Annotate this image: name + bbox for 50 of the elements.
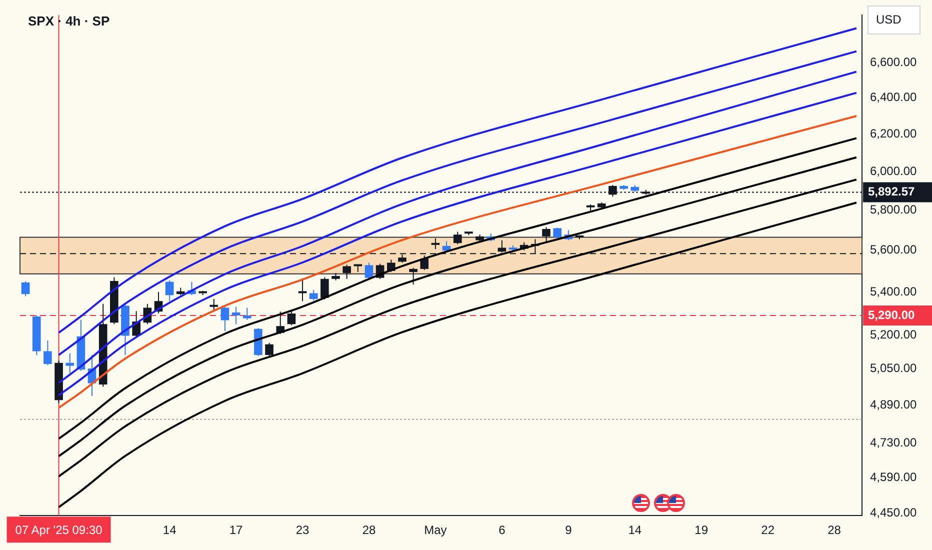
y-tick-label: 5,400.00 — [870, 284, 918, 298]
candlestick — [44, 340, 52, 366]
y-tick-label: 5,200.00 — [870, 327, 918, 342]
x-tick-label: May — [424, 523, 447, 538]
candlestick — [364, 262, 374, 280]
y-tick-label: 6,000.00 — [870, 164, 918, 178]
candlestick — [165, 280, 174, 302]
y-tick-label: 4,590.00 — [870, 470, 918, 484]
y-tick-label: 5,600.00 — [870, 242, 918, 257]
x-tick-label: 9 — [565, 523, 572, 538]
candlestick — [453, 231, 462, 245]
x-tick-label: 17 — [229, 523, 244, 538]
candlestick — [354, 264, 362, 273]
y-tick-label: 6,600.00 — [870, 54, 918, 69]
y-tick-label: 5,800.00 — [870, 202, 918, 217]
ref-line-label: 5,290.00 — [868, 308, 916, 322]
y-tick-label: 5,050.00 — [870, 360, 918, 375]
candlestick — [309, 289, 318, 301]
x-tick-label: 22 — [761, 523, 775, 538]
candlestick — [320, 276, 329, 300]
candlestick — [287, 310, 296, 326]
candlestick — [298, 278, 307, 302]
x-tick-label: 14 — [628, 523, 642, 538]
candlestick — [542, 226, 550, 243]
y-tick-label: 6,200.00 — [870, 126, 918, 140]
candlestick — [342, 264, 351, 280]
y-tick-label: 4,730.00 — [870, 436, 918, 450]
candlestick — [265, 342, 274, 358]
x-tick-label: 28 — [362, 523, 376, 538]
candlestick — [232, 306, 240, 325]
x-tick-label: 14 — [162, 523, 177, 538]
candlestick — [409, 267, 418, 286]
candlestick — [21, 280, 30, 297]
y-tick-label: 4,450.00 — [870, 505, 918, 520]
candlestick — [242, 307, 252, 320]
y-axis-title: USD — [876, 12, 902, 26]
candlestick — [431, 238, 440, 250]
candlestick — [220, 306, 230, 332]
candlestick — [210, 298, 218, 312]
chart-title: SPX · 4h · SP — [28, 14, 110, 29]
x-tick-label: 23 — [296, 523, 310, 538]
x-tick-label: 07 Apr '25 09:30 — [15, 523, 103, 538]
y-tick-label: 6,400.00 — [870, 90, 918, 104]
x-tick-label: 19 — [694, 523, 708, 538]
line-series — [58, 202, 858, 508]
candlestick — [66, 352, 74, 374]
x-tick-label: 6 — [498, 523, 506, 538]
y-tick-label: 4,890.00 — [870, 398, 918, 412]
x-tick-label: 28 — [828, 523, 842, 538]
ref-line-label: 5,892.57 — [868, 184, 916, 199]
